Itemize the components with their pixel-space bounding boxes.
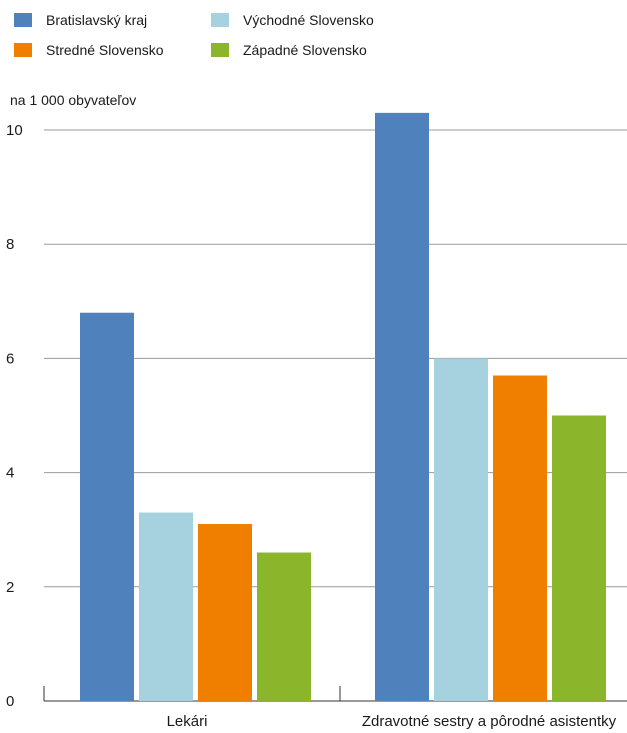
legend-label: Západné Slovensko — [243, 42, 367, 58]
bar — [139, 512, 193, 701]
legend-label: Stredné Slovensko — [46, 42, 164, 58]
y-tick-label: 2 — [6, 579, 14, 596]
legend-label: Bratislavský kraj — [46, 12, 148, 28]
legend-label: Východné Slovensko — [243, 12, 374, 28]
bar — [493, 375, 547, 701]
bar — [375, 112, 429, 702]
bar — [198, 523, 252, 701]
bar — [257, 552, 311, 701]
legend-item-bratislavsky: Bratislavský kraj — [14, 12, 147, 28]
y-tick-label: 4 — [6, 465, 14, 482]
legend-item-zapadne: Západné Slovensko — [211, 42, 367, 58]
legend-swatch — [14, 13, 32, 27]
legend-swatch — [211, 43, 229, 57]
legend-item-stredne: Stredné Slovensko — [14, 42, 164, 58]
y-axis-unit-label: na 1 000 obyvateľov — [10, 92, 137, 108]
y-tick-label: 8 — [6, 236, 14, 253]
legend: Bratislavský kraj Východné Slovensko Str… — [14, 10, 434, 66]
y-tick-label: 6 — [6, 350, 14, 367]
bar — [434, 358, 488, 701]
bar — [80, 312, 134, 701]
legend-swatch — [14, 43, 32, 57]
x-category-label: Lekári — [167, 713, 208, 730]
legend-item-vychodne: Východné Slovensko — [211, 12, 374, 28]
legend-swatch — [211, 13, 229, 27]
y-tick-label: 10 — [6, 122, 23, 139]
bar — [552, 415, 606, 701]
y-tick-label: 0 — [6, 693, 14, 710]
x-category-label: Zdravotné sestry a pôrodné asistentky — [362, 713, 617, 730]
